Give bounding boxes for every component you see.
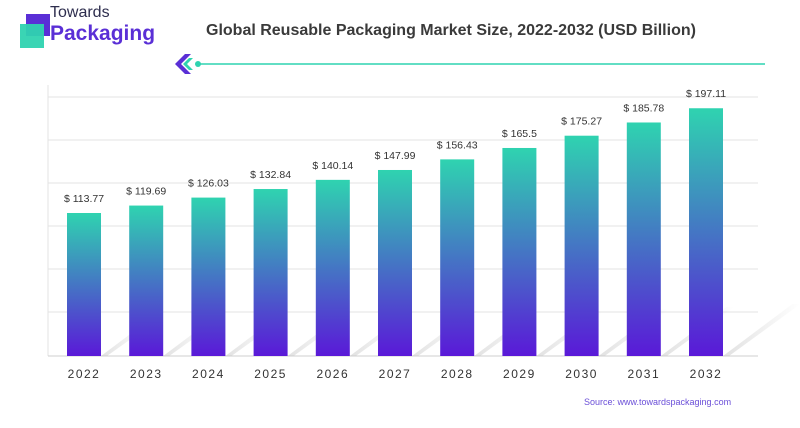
bar-2025 — [253, 189, 288, 356]
chevron-left-icon — [175, 54, 191, 74]
x-tick-2028: 2028 — [441, 367, 474, 381]
x-tick-2026: 2026 — [316, 367, 349, 381]
bar-2030 — [564, 135, 599, 356]
x-tick-2029: 2029 — [503, 367, 536, 381]
bar-2024 — [191, 197, 226, 356]
header-accent-rule — [175, 54, 765, 74]
value-label-2028: $ 156.43 — [437, 139, 478, 151]
x-tick-2022: 2022 — [68, 367, 101, 381]
source-note: Source: www.towardspackaging.com — [584, 397, 732, 407]
value-label-2024: $ 126.03 — [188, 178, 229, 190]
bar-2031 — [626, 122, 661, 356]
value-label-2027: $ 147.99 — [375, 150, 416, 162]
bar-shadow — [723, 303, 800, 356]
bar-2022 — [67, 213, 101, 356]
x-tick-2024: 2024 — [192, 367, 225, 381]
bar-2032 — [689, 108, 723, 356]
brand-line-1: Towards — [50, 4, 110, 21]
x-tick-2032: 2032 — [690, 367, 723, 381]
x-tick-2023: 2023 — [130, 367, 163, 381]
value-labels: $ 113.77 $ 119.69 $ 126.03 $ 132.84 $ 140.14… — [64, 88, 726, 205]
x-tick-labels: 2022 2023 2024 2025 2026 2027 2028 2029 2030 2031… — [68, 367, 723, 381]
bars — [67, 108, 723, 356]
bar-2023 — [129, 205, 164, 356]
bar-2027 — [378, 169, 412, 356]
x-tick-2025: 2025 — [254, 367, 287, 381]
x-tick-2030: 2030 — [565, 367, 598, 381]
value-label-2022: $ 113.77 — [64, 193, 104, 205]
x-tick-2027: 2027 — [379, 367, 412, 381]
value-label-2030: $ 175.27 — [561, 116, 602, 128]
value-label-2032: $ 197.11 — [686, 88, 726, 100]
value-label-2025: $ 132.84 — [250, 169, 291, 181]
brand-line-2: Packaging — [50, 22, 156, 45]
value-label-2023: $ 119.69 — [126, 186, 166, 198]
bar-2029 — [502, 147, 537, 356]
towards-packaging-logo — [20, 14, 50, 48]
value-label-2029: $ 165.5 — [502, 128, 537, 140]
x-tick-2031: 2031 — [627, 367, 660, 381]
value-label-2026: $ 140.14 — [312, 160, 353, 172]
chart-title: Global Reusable Packaging Market Size, 2… — [206, 22, 696, 39]
bar-2028 — [440, 159, 475, 356]
value-label-2031: $ 185.78 — [623, 102, 664, 114]
bar-2026 — [315, 179, 350, 356]
